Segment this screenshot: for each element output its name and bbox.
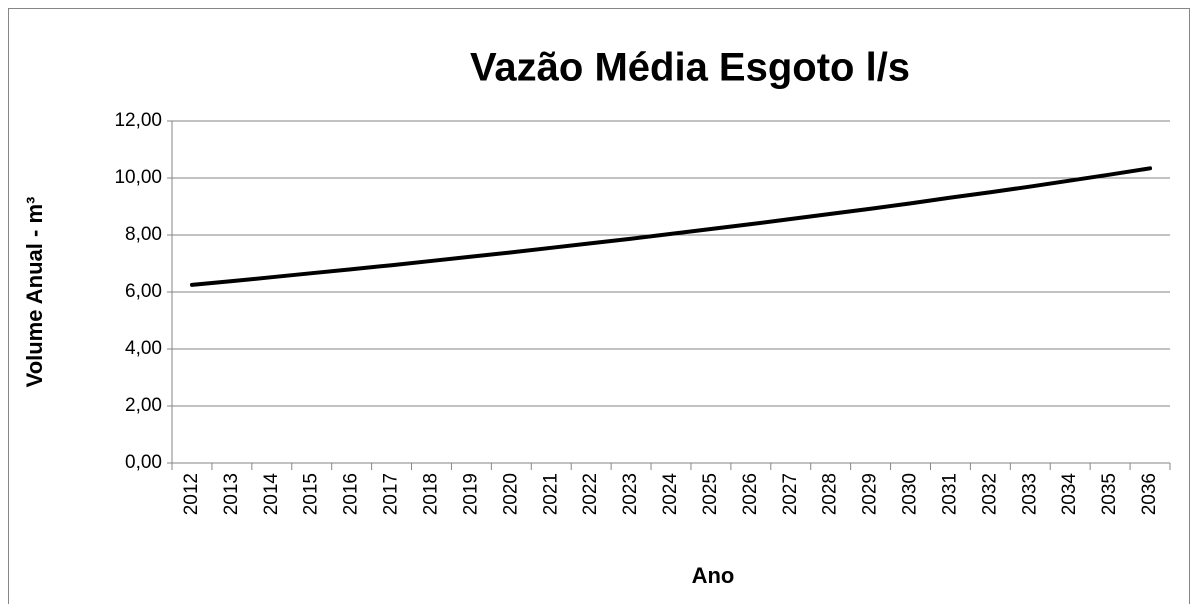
y-tick-label: 8,00 [125,224,162,245]
x-tick-label: 2027 [780,473,801,515]
x-axis-title: Ano [692,563,735,588]
y-tick-label: 0,00 [125,452,162,473]
x-tick-label: 2028 [820,473,841,515]
x-tick-label: 2012 [181,473,202,515]
x-tick-label: 2019 [460,473,481,515]
x-tick-label: 2023 [620,473,641,515]
y-tick-label: 4,00 [125,338,162,359]
y-tick-label: 12,00 [114,110,162,131]
x-tick-label: 2033 [1019,473,1040,515]
x-tick-label: 2022 [580,473,601,515]
x-tick-label: 2030 [900,473,921,515]
x-tick-label: 2016 [341,473,362,515]
x-tick-label: 2024 [660,473,681,516]
x-tick-label: 2026 [740,473,761,515]
x-tick-label: 2031 [939,473,960,515]
line-series [189,166,1153,287]
x-tick-label: 2025 [700,473,721,515]
x-tick-label: 2029 [860,473,881,515]
y-axis-title: Volume Anual - m³ [22,197,47,388]
x-tick-label: 2015 [301,473,322,515]
x-tick-label: 2032 [979,473,1000,515]
x-tick-label: 2017 [381,473,402,515]
x-tick-label: 2034 [1059,473,1080,516]
y-tick-label: 10,00 [114,167,162,188]
y-tick-label: 6,00 [125,281,162,302]
y-tick-label: 2,00 [125,395,162,416]
chart-title: Vazão Média Esgoto l/s [470,46,910,90]
x-tick-label: 2013 [221,473,242,515]
x-tick-label: 2035 [1099,473,1120,515]
x-tick-label: 2014 [261,473,282,516]
x-tick-label: 2036 [1139,473,1160,515]
x-tick-label: 2021 [540,473,561,515]
x-tick-label: 2018 [420,473,441,515]
x-tick-label: 2020 [500,473,521,515]
